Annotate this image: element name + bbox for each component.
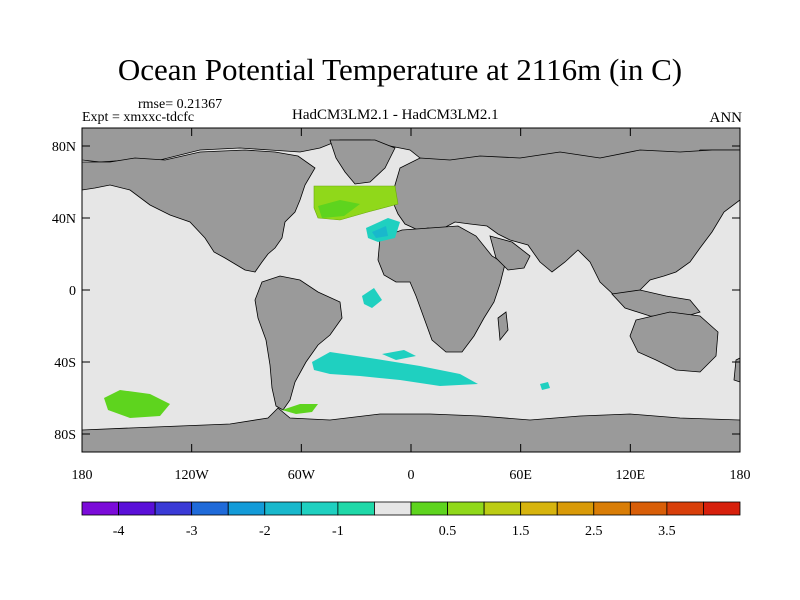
colorbar-swatch xyxy=(118,501,156,516)
anomaly-drake-passage xyxy=(282,404,318,414)
colorbar-swatch xyxy=(629,501,668,516)
madagascar xyxy=(497,311,509,342)
colorbar-swatch xyxy=(154,501,193,516)
anomaly-south-atlantic-small xyxy=(382,350,416,360)
y-tick-label: 40N xyxy=(52,212,76,227)
land-masses xyxy=(82,128,740,452)
map-title: Ocean Potential Temperature at 2116m (in… xyxy=(117,52,683,87)
colorbar-label: -1 xyxy=(332,524,344,539)
colorbar-swatch xyxy=(300,501,339,516)
colorbar-label: 2.5 xyxy=(585,524,603,539)
colorbar-swatch xyxy=(227,501,266,516)
models-label: HadCM3LM2.1 - HadCM3LM2.1 xyxy=(292,107,499,123)
x-tick-label: 120W xyxy=(175,468,210,483)
x-tick-label: 60E xyxy=(509,468,532,483)
colorbar-label: 0.5 xyxy=(439,524,457,539)
maritime-continent xyxy=(611,289,701,319)
x-tick-label: 60W xyxy=(288,468,316,483)
africa xyxy=(377,225,506,353)
anomaly-equatorial-atlantic xyxy=(362,288,382,308)
x-tick-label: 0 xyxy=(408,468,415,483)
x-tick-label: 120E xyxy=(616,468,646,483)
x-tick-label: 180 xyxy=(72,468,93,483)
new-zealand xyxy=(733,357,740,383)
y-tick-label: 80N xyxy=(52,140,76,155)
colorbar-swatch xyxy=(703,501,741,516)
colorbar-swatch xyxy=(81,501,119,516)
x-tick-label: 180 xyxy=(730,468,751,483)
colorbar-swatch xyxy=(374,501,412,516)
australia xyxy=(629,311,719,373)
rmse-label: rmse= 0.21367 xyxy=(138,97,223,112)
color-bar: -4 -3 -2 -1 0.5 1.5 2.5 3.5 xyxy=(81,501,741,539)
anomaly-indian-ocean-small xyxy=(540,382,550,390)
colorbar-swatch xyxy=(191,501,229,516)
anomaly-iberia-core xyxy=(372,226,388,238)
experiment-label: Expt = xmxxc-tdcfc xyxy=(82,110,195,125)
south-america xyxy=(254,275,343,411)
colorbar-swatch xyxy=(483,501,522,516)
season-label: ANN xyxy=(709,110,743,126)
colorbar-label: 1.5 xyxy=(512,524,530,539)
y-tick-label: 0 xyxy=(69,284,76,299)
colorbar-swatch xyxy=(447,501,485,516)
colorbar-swatch xyxy=(593,501,631,516)
colorbar-label: -3 xyxy=(186,524,198,539)
colorbar-swatch xyxy=(264,501,302,516)
colorbar-swatch xyxy=(520,501,558,516)
y-tick-label: 40S xyxy=(54,356,76,371)
y-tick-label: 80S xyxy=(54,428,76,443)
y-axis: 80N 40N 0 40S 80S xyxy=(52,140,740,443)
greenland xyxy=(329,139,396,185)
colorbar-label: 3.5 xyxy=(658,524,676,539)
colorbar-label: -4 xyxy=(113,524,125,539)
anomaly-south-pacific xyxy=(104,390,170,418)
anomaly-south-atlantic xyxy=(312,352,478,386)
arabia xyxy=(489,235,531,271)
anomaly-patches xyxy=(104,185,550,418)
x-axis: 180 120W 60W 0 60E 120E 180 xyxy=(72,128,751,483)
colorbar-swatch xyxy=(410,501,448,516)
anomaly-north-atlantic-inner xyxy=(318,200,360,218)
antarctica xyxy=(82,407,740,452)
north-america xyxy=(82,149,316,273)
colorbar-swatch xyxy=(556,501,595,516)
colorbar-swatch xyxy=(666,501,704,516)
colorbar-swatch xyxy=(337,501,375,516)
colorbar-label: -2 xyxy=(259,524,271,539)
